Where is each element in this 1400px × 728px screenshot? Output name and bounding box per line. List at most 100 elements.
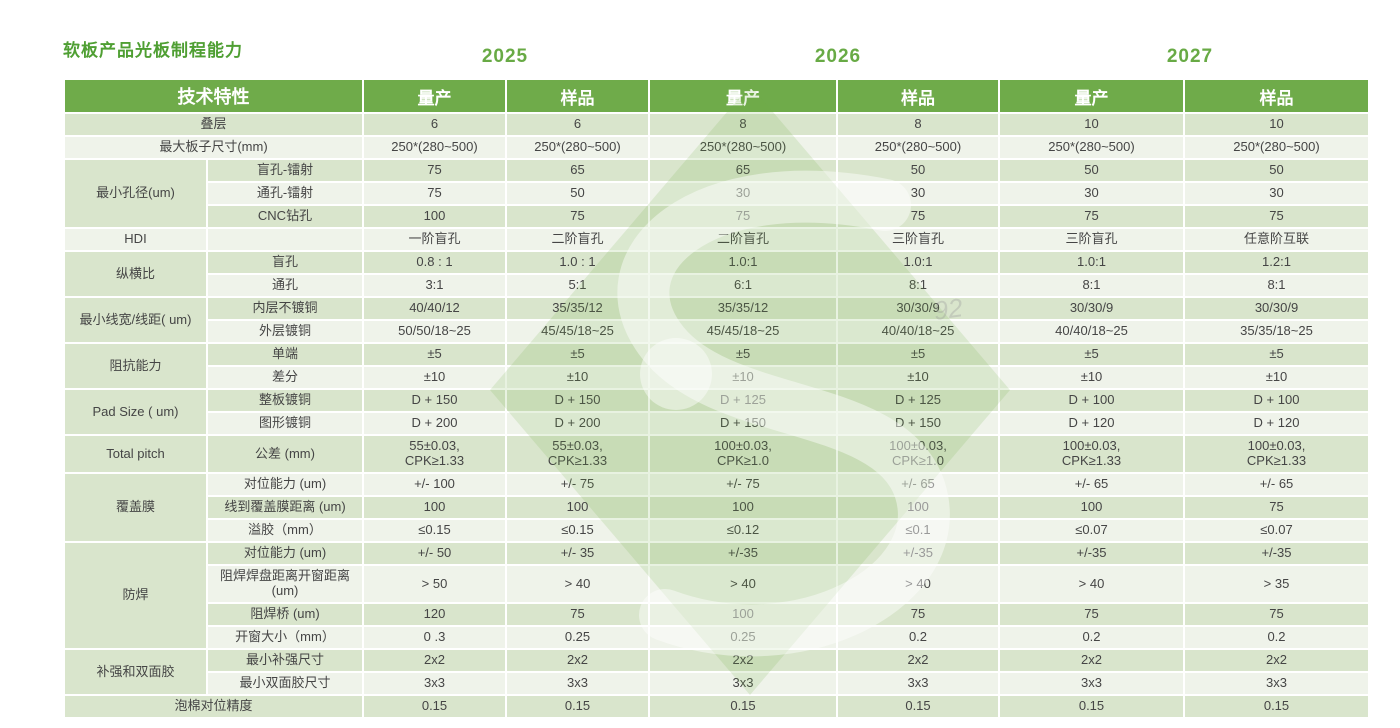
subcategory-cell: 阻焊焊盘距离开窗距离 (um)	[206, 564, 364, 604]
value-cell: 40/40/18~25	[998, 319, 1185, 344]
value-cell: 75	[505, 204, 650, 229]
value-cell: ±5	[505, 342, 650, 367]
category-cell: 最大板子尺寸(mm)	[63, 135, 364, 160]
value-cell: +/-35	[998, 541, 1185, 566]
value-cell: 1.0:1	[836, 250, 1000, 275]
value-cell: 75	[362, 158, 507, 183]
value-cell: ±10	[505, 365, 650, 390]
subcategory-cell: 图形镀铜	[206, 411, 364, 436]
value-cell: 100	[648, 495, 838, 520]
capability-table: 技术特性 量产 样品 量产 样品 量产 样品 叠层 6 6 8 8 10 10 最大板子尺寸(…	[63, 78, 1370, 719]
value-cell: 75	[648, 204, 838, 229]
value-cell: D + 150	[505, 388, 650, 413]
category-cell: 防焊	[63, 541, 208, 650]
value-cell: ±5	[998, 342, 1185, 367]
value-cell: D + 125	[836, 388, 1000, 413]
table-row: 线到覆盖膜距离 (um) 100 100 100 100 100 75	[64, 495, 1370, 520]
value-cell: 3x3	[505, 671, 650, 696]
table-row: 溢胶（mm） ≤0.15 ≤0.15 ≤0.12 ≤0.1 ≤0.07 ≤0.07	[64, 518, 1370, 543]
table-row: 最小双面胶尺寸 3x3 3x3 3x3 3x3 3x3 3x3	[64, 671, 1370, 696]
value-cell: +/- 100	[362, 472, 507, 497]
value-cell: D + 150	[648, 411, 838, 436]
subcategory-cell: 线到覆盖膜距离 (um)	[206, 495, 364, 520]
table-row: 外层镀铜 50/50/18~25 45/45/18~25 45/45/18~25 40/…	[64, 319, 1370, 344]
value-cell: ±5	[1183, 342, 1370, 367]
value-cell: 5:1	[505, 273, 650, 298]
value-cell: 3x3	[998, 671, 1185, 696]
value-cell: 30	[836, 181, 1000, 206]
value-cell: > 35	[1183, 564, 1370, 604]
value-cell: 3x3	[836, 671, 1000, 696]
value-cell: 35/35/12	[648, 296, 838, 321]
subcategory-cell: 通孔	[206, 273, 364, 298]
table-row: 通孔 3:1 5:1 6:1 8:1 8:1 8:1	[64, 273, 1370, 298]
category-cell: 阻抗能力	[63, 342, 208, 390]
subcategory-cell: 公差 (mm)	[206, 434, 364, 474]
value-cell: 30/30/9	[836, 296, 1000, 321]
value-cell: 8:1	[998, 273, 1185, 298]
value-cell: +/-35	[648, 541, 838, 566]
value-cell: +/-35	[836, 541, 1000, 566]
value-cell: 3x3	[648, 671, 838, 696]
page-title: 软板产品光板制程能力	[63, 41, 243, 60]
subcategory-cell: 盲孔-镭射	[206, 158, 364, 183]
table-row: 叠层 6 6 8 8 10 10	[63, 112, 1370, 137]
year-label-2027: 2027	[1166, 46, 1214, 67]
value-cell: ±5	[836, 342, 1000, 367]
value-cell: 50	[1183, 158, 1370, 183]
value-cell: 0.15	[648, 694, 838, 719]
value-cell: +/- 75	[505, 472, 650, 497]
value-cell: 65	[505, 158, 650, 183]
subcategory-cell: CNC钻孔	[206, 204, 364, 229]
value-cell: 1.0:1	[648, 250, 838, 275]
value-cell: 0 .3	[362, 625, 507, 650]
value-cell: +/-35	[1183, 541, 1370, 566]
subcategory-cell: 整板镀铜	[206, 388, 364, 413]
value-cell: 30	[998, 181, 1185, 206]
column-header-mass-2026: 量产	[648, 78, 838, 114]
column-header-feature: 技术特性	[63, 78, 364, 114]
value-cell: 3:1	[362, 273, 507, 298]
value-cell: 100	[998, 495, 1185, 520]
value-cell: 100	[836, 495, 1000, 520]
value-cell: 100±0.03, CPK≥1.33	[1183, 434, 1370, 474]
category-cell: HDI	[63, 227, 208, 252]
value-cell: D + 150	[836, 411, 1000, 436]
value-cell: 0.25	[505, 625, 650, 650]
value-cell: 10	[998, 112, 1185, 137]
table-row: 最大板子尺寸(mm) 250*(280~500) 250*(280~500) 250*…	[63, 135, 1370, 160]
value-cell: 75	[836, 204, 1000, 229]
value-cell: 50	[836, 158, 1000, 183]
subcategory-cell: 通孔-镭射	[206, 181, 364, 206]
value-cell: 75	[836, 602, 1000, 627]
value-cell: 250*(280~500)	[362, 135, 507, 160]
value-cell: 0.15	[362, 694, 507, 719]
value-cell: 8:1	[1183, 273, 1370, 298]
value-cell: 100±0.03, CPK≥1.33	[998, 434, 1185, 474]
value-cell: 65	[648, 158, 838, 183]
value-cell: 75	[1183, 602, 1370, 627]
subcategory-cell: 对位能力 (um)	[206, 541, 364, 566]
value-cell: 75	[362, 181, 507, 206]
table-row: CNC钻孔 100 75 75 75 75 75	[64, 204, 1370, 229]
value-cell: ≤0.12	[648, 518, 838, 543]
category-cell: 最小线宽/线距( um)	[63, 296, 208, 344]
value-cell: ±10	[1183, 365, 1370, 390]
value-cell: 8	[648, 112, 838, 137]
value-cell: D + 120	[1183, 411, 1370, 436]
value-cell: 二阶盲孔	[648, 227, 838, 252]
value-cell: D + 150	[362, 388, 507, 413]
value-cell: ±10	[648, 365, 838, 390]
value-cell: D + 100	[1183, 388, 1370, 413]
subcategory-cell: 单端	[206, 342, 364, 367]
value-cell: ±10	[362, 365, 507, 390]
value-cell: 30	[648, 181, 838, 206]
year-label-2026: 2026	[814, 46, 862, 67]
value-cell: 0.2	[836, 625, 1000, 650]
value-cell: ≤0.07	[1183, 518, 1370, 543]
subcategory-cell: 开窗大小（mm）	[206, 625, 364, 650]
value-cell: 100	[505, 495, 650, 520]
value-cell: 2x2	[648, 648, 838, 673]
table-row: 覆盖膜 对位能力 (um) +/- 100 +/- 75 +/- 75 +/- 65 +/-…	[63, 472, 1370, 543]
value-cell: 2x2	[505, 648, 650, 673]
